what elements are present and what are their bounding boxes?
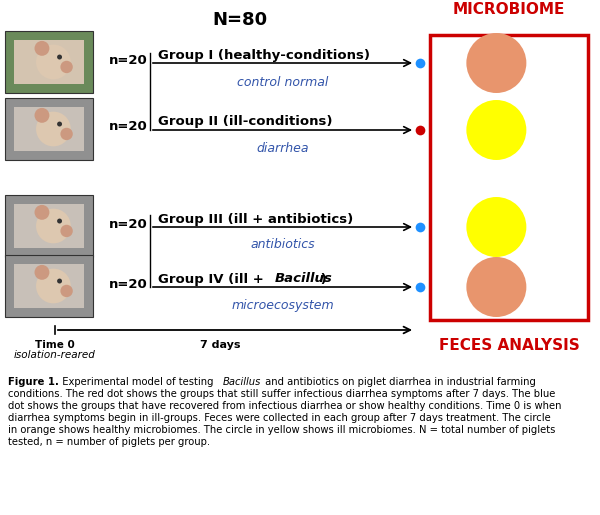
Bar (14, 264, 84, 307)
Bar (5, 98, 93, 160)
Bar (5, 31, 93, 93)
Text: conditions. The red dot shows the groups that still suffer infectious diarrhea s: conditions. The red dot shows the groups… (8, 389, 556, 399)
Bar (5, 195, 93, 257)
Circle shape (57, 122, 62, 127)
Circle shape (61, 61, 73, 73)
Text: Group IV (ill +: Group IV (ill + (158, 272, 268, 285)
Circle shape (61, 128, 73, 140)
Circle shape (466, 100, 526, 160)
Text: ): ) (316, 272, 327, 285)
Text: in orange shows healthy microbiomes. The circle in yellow shows ill microbiomes.: in orange shows healthy microbiomes. The… (8, 425, 556, 435)
Text: isolation-reared: isolation-reared (14, 350, 96, 360)
Text: Group II (ill-conditions): Group II (ill-conditions) (158, 115, 332, 129)
Bar (430, 35, 588, 320)
Text: and antibiotics on piglet diarrhea in industrial farming: and antibiotics on piglet diarrhea in in… (262, 377, 536, 387)
Text: antibiotics: antibiotics (251, 238, 316, 251)
Circle shape (36, 269, 71, 303)
Text: n=20: n=20 (109, 54, 148, 66)
Circle shape (57, 55, 62, 60)
Circle shape (36, 112, 71, 146)
Text: dot shows the groups that have recovered from infectious diarrhea or show health: dot shows the groups that have recovered… (8, 401, 562, 411)
Bar (14, 40, 84, 84)
Circle shape (57, 279, 62, 284)
Text: Experimental model of testing: Experimental model of testing (56, 377, 217, 387)
Circle shape (35, 205, 49, 220)
Text: control normal: control normal (238, 76, 329, 89)
Circle shape (61, 225, 73, 237)
Text: n=20: n=20 (109, 217, 148, 231)
Text: diarrhea symptoms begin in ill-groups. Feces were collected in each group after : diarrhea symptoms begin in ill-groups. F… (8, 413, 551, 423)
Text: N=80: N=80 (212, 11, 268, 29)
Circle shape (35, 265, 49, 280)
Text: n=20: n=20 (109, 121, 148, 133)
Bar (14, 107, 84, 151)
Circle shape (36, 209, 71, 244)
Text: Bacillus: Bacillus (223, 377, 262, 387)
Text: diarrhea: diarrhea (257, 143, 309, 156)
Text: Figure 1.: Figure 1. (8, 377, 59, 387)
Text: tested, n = number of piglets per group.: tested, n = number of piglets per group. (8, 437, 210, 447)
Text: 7 days: 7 days (200, 340, 240, 350)
Circle shape (466, 33, 526, 93)
Circle shape (35, 41, 49, 56)
Text: microecosystem: microecosystem (232, 299, 334, 312)
Bar (14, 204, 84, 248)
Bar (5, 255, 93, 317)
Circle shape (35, 108, 49, 123)
Text: Group I (healthy-conditions): Group I (healthy-conditions) (158, 48, 370, 61)
Text: Bacillus: Bacillus (275, 272, 333, 285)
Circle shape (466, 197, 526, 257)
Text: MICROBIOME: MICROBIOME (453, 3, 565, 18)
Circle shape (36, 45, 71, 79)
Circle shape (61, 285, 73, 297)
Text: Group III (ill + antibiotics): Group III (ill + antibiotics) (158, 213, 353, 226)
Text: FECES ANALYSIS: FECES ANALYSIS (439, 338, 580, 353)
Text: n=20: n=20 (109, 278, 148, 290)
Circle shape (466, 257, 526, 317)
Text: Time 0: Time 0 (35, 340, 75, 350)
Circle shape (57, 218, 62, 224)
